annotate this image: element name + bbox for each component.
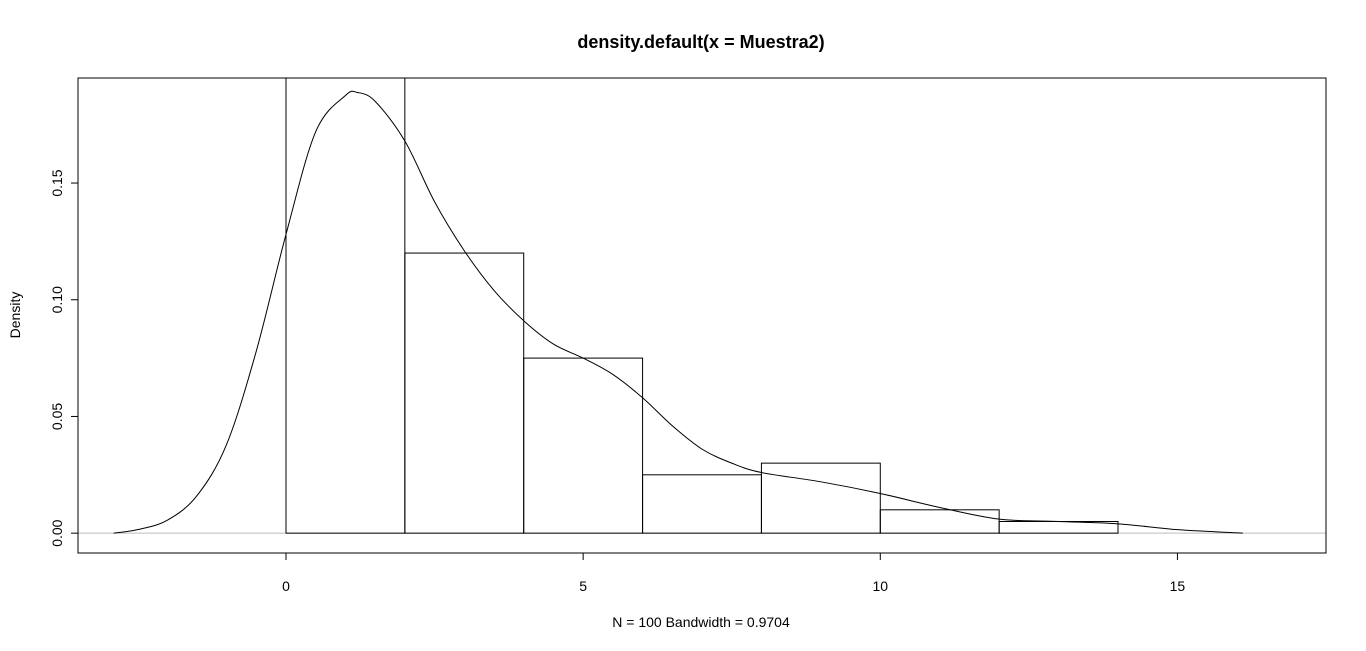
- x-axis-label: N = 100 Bandwidth = 0.9704: [612, 614, 790, 630]
- plot-marks: [78, 77, 1326, 534]
- chart-title: density.default(x = Muestra2): [577, 32, 824, 52]
- histogram-bar: [404, 252, 525, 534]
- x-axis: 0 5 10 15: [282, 552, 1186, 594]
- histogram-bar: [642, 474, 762, 534]
- histogram-bar: [523, 357, 644, 534]
- y-tick-label: 0.05: [49, 403, 65, 430]
- histogram-bar: [760, 462, 881, 534]
- y-tick-label: 0.10: [49, 286, 65, 313]
- x-tick-label: 15: [1170, 578, 1186, 594]
- x-tick-label: 10: [872, 578, 888, 594]
- y-tick-label: 0.00: [49, 519, 65, 546]
- y-tick-label: 0.15: [49, 169, 65, 196]
- x-tick-label: 5: [579, 578, 587, 594]
- density-curve: [113, 90, 1243, 534]
- x-tick-label: 0: [282, 578, 290, 594]
- y-axis-label: Density: [7, 292, 23, 339]
- histogram-bar: [285, 77, 406, 534]
- y-axis: 0.00 0.05 0.10 0.15: [49, 169, 79, 547]
- histogram-bar: [879, 509, 1000, 534]
